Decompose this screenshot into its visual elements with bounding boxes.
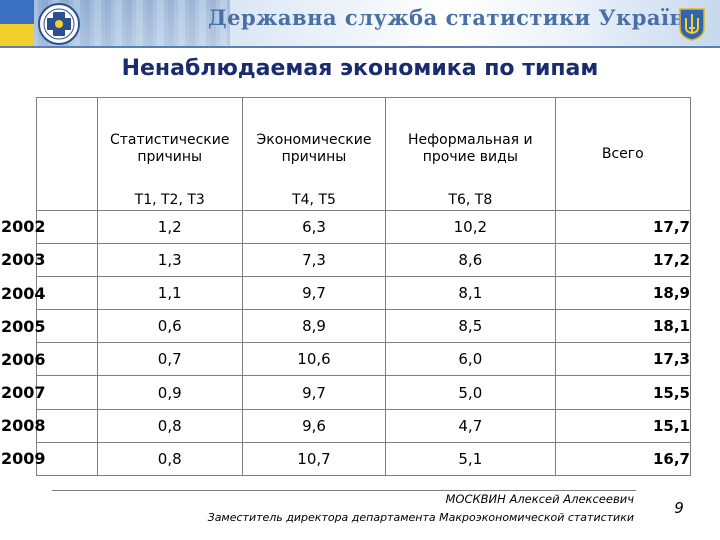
table-row: 2003 1,3 7,3 8,6 17,2 <box>1 242 692 277</box>
page-number: 9 <box>674 499 684 517</box>
value-cell: 8,1 <box>385 275 556 311</box>
header-economic: Экономические причины T4, T5 <box>241 97 387 211</box>
year-cell: 2006 <box>1 342 98 377</box>
table-row: 2006 0,7 10,6 6,0 17,3 <box>1 342 692 377</box>
value-cell: 0,6 <box>96 309 243 344</box>
year-label: 2007 <box>1 383 46 403</box>
flag-stripe <box>0 0 34 48</box>
year-cell: 2008 <box>1 408 98 443</box>
year-label: 2008 <box>1 416 46 436</box>
statistics-service-emblem-icon <box>38 3 80 45</box>
header-label: Экономические причины <box>256 132 372 165</box>
value-cell: 10,7 <box>241 441 387 477</box>
header-banner: Державна служба статистики України <box>0 0 720 48</box>
value-cell: 6,3 <box>241 209 387 244</box>
year-label: 2003 <box>1 250 46 270</box>
total-cell: 16,7 <box>554 441 692 477</box>
year-cell: 2004 <box>1 275 98 311</box>
table-header-row: Статистические причины T1, T2, T3 Эконом… <box>36 97 692 211</box>
total-cell: 15,1 <box>554 408 692 443</box>
year-cell: 2002 <box>1 209 98 244</box>
header-label: Статистические причины <box>110 132 230 165</box>
header-codes: T1, T2, T3 <box>134 192 205 208</box>
header-label: Неформальная и прочие виды <box>408 132 533 165</box>
table-row: 2005 0,6 8,9 8,5 18,1 <box>1 309 692 344</box>
presenter-role: Заместитель директора департамента Макро… <box>207 511 634 524</box>
table-row: 2009 0,8 10,7 5,1 16,7 <box>1 441 692 477</box>
table-row: 2008 0,8 9,6 4,7 15,1 <box>1 408 692 443</box>
agency-title: Державна служба статистики України <box>208 5 702 30</box>
header-statistical: Статистические причины T1, T2, T3 <box>96 97 243 211</box>
year-cell: 2003 <box>1 242 98 277</box>
value-cell: 0,8 <box>96 408 243 443</box>
total-cell: 17,2 <box>554 242 692 277</box>
value-cell: 4,7 <box>385 408 556 443</box>
value-cell: 10,2 <box>385 209 556 244</box>
trident-icon <box>679 8 705 41</box>
banner-skyline-decoration <box>0 0 230 48</box>
year-cell: 2005 <box>1 309 98 344</box>
year-label: 2005 <box>1 316 46 336</box>
table-row: 2007 0,9 9,7 5,0 15,5 <box>1 375 692 410</box>
year-label: 2009 <box>1 449 46 469</box>
value-cell: 7,3 <box>241 242 387 277</box>
total-cell: 18,1 <box>554 309 692 344</box>
value-cell: 8,5 <box>385 309 556 344</box>
value-cell: 5,0 <box>385 375 556 410</box>
year-cell: 2007 <box>1 375 98 410</box>
year-label: 2006 <box>1 349 46 369</box>
year-label: 2002 <box>1 217 46 237</box>
total-cell: 15,5 <box>554 375 692 410</box>
value-cell: 1,2 <box>96 209 243 244</box>
economy-types-table: Статистические причины T1, T2, T3 Эконом… <box>1 97 692 477</box>
header-corner-cell <box>36 97 98 211</box>
table-row: 2002 1,2 6,3 10,2 17,7 <box>1 209 692 244</box>
header-informal: Неформальная и прочие виды T6, T8 <box>385 97 556 211</box>
value-cell: 9,7 <box>241 375 387 410</box>
year-cell: 2009 <box>1 441 98 477</box>
banner-divider <box>0 46 720 48</box>
header-codes: T4, T5 <box>292 192 336 208</box>
total-cell: 17,3 <box>554 342 692 377</box>
value-cell: 9,6 <box>241 408 387 443</box>
total-cell: 17,7 <box>554 209 692 244</box>
total-cell: 18,9 <box>554 275 692 311</box>
table-row: 2004 1,1 9,7 8,1 18,9 <box>1 275 692 311</box>
slide-title: Ненаблюдаемая экономика по типам <box>121 56 599 81</box>
value-cell: 5,1 <box>385 441 556 477</box>
year-label: 2004 <box>1 283 46 303</box>
value-cell: 6,0 <box>385 342 556 377</box>
value-cell: 1,3 <box>96 242 243 277</box>
value-cell: 10,6 <box>241 342 387 377</box>
value-cell: 0,8 <box>96 441 243 477</box>
presenter-name: МОСКВИН Алексей Алексеевич <box>445 492 635 506</box>
value-cell: 0,9 <box>96 375 243 410</box>
value-cell: 8,9 <box>241 309 387 344</box>
footer-divider <box>52 490 636 491</box>
value-cell: 9,7 <box>241 275 387 311</box>
header-total: Всего <box>554 97 692 211</box>
value-cell: 1,1 <box>96 275 243 311</box>
value-cell: 0,7 <box>96 342 243 377</box>
header-codes: T6, T8 <box>448 192 493 208</box>
value-cell: 8,6 <box>385 242 556 277</box>
